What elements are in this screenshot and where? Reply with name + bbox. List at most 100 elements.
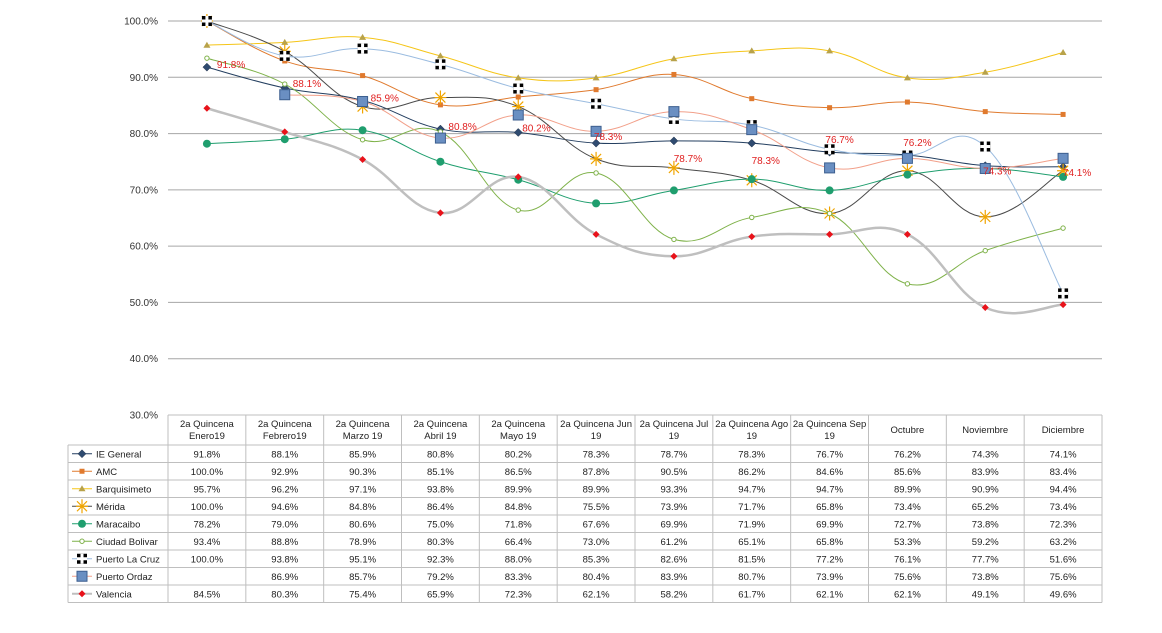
table-cell: 58.2%	[660, 589, 687, 600]
legend-marker-valencia	[78, 590, 86, 598]
marker-ie-general	[747, 138, 757, 148]
legend-marker-amc	[79, 468, 85, 474]
marker-puerto-la-cruz	[279, 50, 290, 61]
table-cell: 76.7%	[816, 449, 843, 460]
table-cell: 78.3%	[738, 449, 765, 460]
marker-puerto-ordaz	[434, 132, 446, 144]
table-cell: 80.3%	[427, 537, 454, 548]
table-header-line: Octubre	[891, 425, 925, 436]
legend-label-barquisimeto: Barquisimeto	[96, 484, 151, 495]
table-cell: 88.8%	[271, 537, 298, 548]
marker-ie-general	[202, 62, 212, 72]
table-cell: 76.2%	[894, 449, 921, 460]
table-cell: 62.1%	[894, 589, 921, 600]
table-cell: 90.3%	[349, 467, 376, 478]
marker-merida	[1057, 163, 1070, 178]
marker-puerto-la-cruz	[513, 83, 524, 94]
table-cell: 77.7%	[972, 554, 999, 565]
marker-amc	[515, 94, 521, 100]
legend-marker-ciudad-bolivar	[79, 538, 85, 544]
marker-puerto-ordaz	[746, 124, 758, 136]
table-cell: 49.6%	[1050, 589, 1077, 600]
y-tick-label: 60.0%	[130, 242, 158, 253]
table-cell: 59.2%	[972, 537, 999, 548]
y-tick-label: 100.0%	[124, 17, 158, 28]
table-header-label: 2a Quincena Jun 19	[560, 419, 632, 442]
table-cell: 93.4%	[193, 537, 220, 548]
table-cell: 85.9%	[349, 449, 376, 460]
table-cell: 85.7%	[349, 572, 376, 583]
table-cell: 65.1%	[738, 537, 765, 548]
table-cell: 83.3%	[505, 572, 532, 583]
table-cell: 88.0%	[505, 554, 532, 565]
table-cell: 53.3%	[894, 537, 921, 548]
table-cell: 61.2%	[660, 537, 687, 548]
marker-amc	[671, 71, 677, 77]
marker-ciudad-bolivar	[515, 207, 521, 213]
table-header-label: 2a Quincena Enero19	[180, 419, 235, 442]
table-cell: 78.7%	[660, 449, 687, 460]
table-cell: 84.6%	[816, 467, 843, 478]
table-cell: 78.9%	[349, 537, 376, 548]
marker-valencia	[826, 230, 834, 238]
marker-amc	[904, 99, 910, 105]
table-cell: 72.3%	[505, 589, 532, 600]
data-label: 80.2%	[522, 123, 550, 134]
marker-valencia	[670, 252, 678, 260]
marker-barquisimeto	[592, 74, 600, 81]
table-cell: 82.6%	[660, 554, 687, 565]
legend-marker-merida	[76, 499, 88, 514]
table-cell: 83.4%	[1050, 467, 1077, 478]
table-cell: 62.1%	[816, 589, 843, 600]
marker-puerto-ordaz	[590, 125, 602, 137]
table-header-line: 2a Quincena	[258, 419, 313, 430]
table-cell: 65.8%	[816, 537, 843, 548]
table-cell: 71.9%	[738, 519, 765, 530]
table-cell: 80.6%	[349, 519, 376, 530]
table-cell: 95.1%	[349, 554, 376, 565]
table-header-label: Octubre	[891, 425, 925, 436]
data-label: 88.1%	[293, 79, 321, 90]
table-cell: 91.8%	[193, 449, 220, 460]
line-merida	[206, 20, 1064, 218]
marker-puerto-ordaz	[1057, 152, 1069, 164]
marker-maracaibo	[436, 157, 445, 166]
marker-barquisimeto	[1059, 49, 1067, 56]
marker-barquisimeto	[436, 52, 444, 59]
marker-puerto-la-cruz	[1058, 288, 1069, 299]
marker-puerto-la-cruz	[668, 113, 679, 124]
marker-barquisimeto	[903, 74, 911, 81]
table-cell: 85.3%	[583, 554, 610, 565]
table-cell: 81.5%	[738, 554, 765, 565]
marker-valencia	[359, 155, 367, 163]
table-cell: 73.4%	[894, 502, 921, 513]
table-cell: 96.2%	[271, 484, 298, 495]
marker-amc	[749, 96, 755, 102]
table-cell: 73.9%	[816, 572, 843, 583]
table-cell: 76.1%	[894, 554, 921, 565]
table-cell: 94.7%	[738, 484, 765, 495]
legend-marker-ie-general	[77, 449, 87, 459]
marker-ciudad-bolivar	[671, 236, 677, 243]
legend-marker-puerto-ordaz	[76, 570, 88, 582]
table-cell: 61.7%	[738, 589, 765, 600]
table-cell: 74.3%	[972, 449, 999, 460]
table-cell: 95.7%	[193, 484, 220, 495]
data-label: 80.8%	[448, 122, 476, 133]
table-cell: 75.6%	[1050, 572, 1077, 583]
marker-merida	[667, 160, 680, 175]
table-cell: 63.2%	[1050, 537, 1077, 548]
marker-amc	[282, 58, 288, 64]
data-label: 76.7%	[825, 135, 853, 146]
marker-puerto-la-cruz	[435, 59, 446, 70]
marker-merida	[590, 151, 603, 166]
y-tick-label: 90.0%	[130, 73, 158, 84]
table-cell: 73.0%	[583, 537, 610, 548]
table-cell: 69.9%	[816, 519, 843, 530]
legend-marker-barquisimeto	[78, 485, 86, 492]
marker-valencia	[1059, 301, 1067, 309]
table-cell: 100.0%	[191, 554, 224, 565]
marker-amc	[593, 87, 599, 93]
table-header-line: 19	[669, 431, 680, 442]
table-header-line: Febrero19	[263, 431, 307, 442]
